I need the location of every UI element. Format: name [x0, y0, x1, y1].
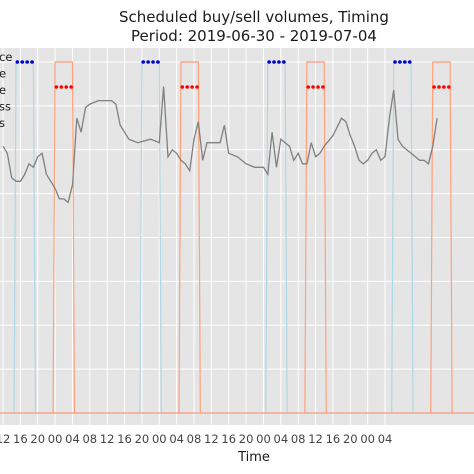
sell-signal-dot — [311, 85, 315, 89]
sell-signal-dot — [195, 85, 199, 89]
price-line — [2, 86, 438, 204]
sell-signal-dot — [442, 85, 446, 89]
x-tick-label: 08 — [291, 432, 306, 446]
x-tick-label: 04 — [274, 432, 289, 446]
buy-signal-dot — [30, 60, 34, 64]
sell-volume-pulse — [430, 61, 453, 414]
x-tick-label: 00 — [152, 432, 167, 446]
sell-signal-dot — [54, 85, 59, 89]
buy-signal-dot — [277, 60, 281, 64]
chart-subtitle: Period: 2019-06-30 - 2019-07-04 — [131, 27, 377, 45]
x-tick-label: 00 — [48, 432, 63, 446]
sell-signal-dot — [321, 85, 325, 89]
sell-signal-dot — [69, 85, 73, 89]
sell-signal-dot — [447, 85, 451, 89]
grid-lines — [0, 48, 474, 425]
sell-signal-dot — [64, 85, 69, 89]
x-tick-label: 20 — [135, 432, 150, 446]
legend-entry: e — [0, 67, 6, 81]
buy-volume-pulse — [265, 61, 288, 414]
sell-signal-dot — [185, 85, 190, 89]
sell-signal-dot — [432, 85, 436, 89]
legend-entry: e — [0, 83, 6, 97]
buy-volume-pulse — [139, 61, 162, 414]
buy-signal-dot — [407, 60, 412, 64]
x-tick-label: 00 — [360, 432, 375, 446]
sell-volume-pulse — [304, 61, 327, 414]
x-tick-label: 16 — [326, 432, 341, 446]
buy-volume-pulse — [13, 61, 36, 414]
x-tick-label: 12 — [308, 432, 323, 446]
x-tick-label: 04 — [169, 432, 184, 446]
buy-signal-dot — [398, 60, 402, 64]
sell-signal-dot — [180, 85, 185, 89]
x-tick-labels: 1216200004081216200004081216200004081216… — [0, 432, 392, 446]
legend-entry: ce — [0, 50, 12, 64]
buy-signal-dot — [15, 60, 20, 64]
sell-signal-dot — [316, 85, 320, 89]
x-tick-label: 04 — [65, 432, 80, 446]
buy-signal-dot — [403, 60, 407, 64]
x-tick-label: 16 — [117, 432, 132, 446]
buy-signal-dot — [151, 60, 155, 64]
sell-signal-dot — [59, 85, 64, 89]
legend-entry: s — [0, 116, 5, 130]
sell-signal-dot — [437, 85, 441, 89]
x-tick-label: 12 — [100, 432, 115, 446]
plot-area — [0, 48, 474, 425]
sell-volume-pulse — [178, 61, 201, 414]
x-tick-label: 20 — [343, 432, 358, 446]
x-tick-label: 16 — [221, 432, 236, 446]
buy-signal-dot — [267, 60, 271, 64]
x-tick-label: 12 — [0, 432, 10, 446]
buy-signal-dot — [146, 60, 150, 64]
x-tick-label: 20 — [30, 432, 45, 446]
x-axis-label: Time — [237, 450, 270, 465]
signal-markers — [15, 60, 451, 89]
chart-title: Scheduled buy/sell volumes, Timing — [119, 8, 389, 26]
sell-volume-pulse — [52, 61, 76, 414]
buy-signal-dot — [272, 60, 276, 64]
x-tick-label: 12 — [204, 432, 219, 446]
x-tick-label: 20 — [239, 432, 254, 446]
price-series — [2, 86, 438, 204]
buy-signal-dot — [141, 60, 146, 64]
x-tick-label: 08 — [82, 432, 97, 446]
sell-signal-dot — [190, 85, 194, 89]
buy-signal-dot — [20, 60, 25, 64]
x-tick-label: 08 — [187, 432, 202, 446]
buy-signal-dot — [393, 60, 397, 64]
buy-signal-dot — [282, 60, 286, 64]
buy-signal-dot — [25, 60, 29, 64]
x-tick-label: 04 — [378, 432, 393, 446]
x-tick-label: 16 — [13, 432, 28, 446]
legend-entry: ss — [0, 100, 11, 114]
buy-signal-dot — [156, 60, 160, 64]
sell-signal-dot — [306, 85, 310, 89]
sell-volume-series — [0, 61, 474, 414]
x-tick-label: 00 — [256, 432, 271, 446]
buy-volume-pulse — [391, 61, 414, 414]
